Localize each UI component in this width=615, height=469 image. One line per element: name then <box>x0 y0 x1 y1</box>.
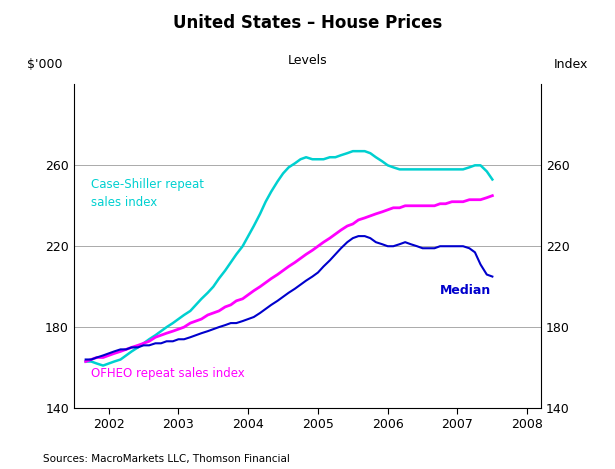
Text: Case-Shiller repeat
sales index: Case-Shiller repeat sales index <box>91 178 204 209</box>
Text: Index: Index <box>554 59 588 71</box>
Text: $'000: $'000 <box>27 59 63 71</box>
Text: Median: Median <box>440 284 491 297</box>
Text: United States – House Prices: United States – House Prices <box>173 14 442 32</box>
Text: Sources: MacroMarkets LLC, Thomson Financial: Sources: MacroMarkets LLC, Thomson Finan… <box>43 454 290 464</box>
Text: Levels: Levels <box>288 54 327 67</box>
Text: OFHEO repeat sales index: OFHEO repeat sales index <box>91 367 245 380</box>
